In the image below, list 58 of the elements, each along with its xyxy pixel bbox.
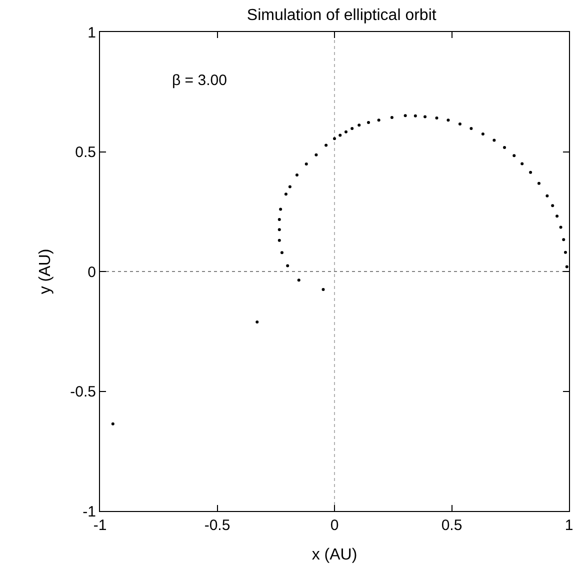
point [344,130,348,134]
point [390,116,394,119]
point [256,320,259,324]
point [435,116,438,120]
x-tick-label: -0.5 [204,517,230,534]
point [565,265,568,268]
point [278,228,281,232]
y-axis-title: y (AU) [37,248,54,294]
point [546,194,549,198]
point [304,162,308,166]
point [286,264,290,268]
point [367,121,370,124]
point [278,238,281,242]
point [288,185,292,188]
point [358,124,361,127]
annotation: β = 3.00 [172,72,227,89]
point [520,162,524,166]
x-axis-title: x (AU) [312,546,358,564]
point [404,114,407,118]
y-tick-label: 1 [88,24,96,42]
chart-title: Simulation of elliptical orbit [246,6,437,24]
x-tick-label: 0 [330,517,339,534]
point [481,132,484,136]
x-tick-label: 0.5 [441,517,462,534]
point [564,250,567,254]
point [492,138,496,142]
point [537,182,540,185]
point [338,134,342,137]
x-tick-label: 1 [564,517,574,534]
point [279,208,282,211]
point [446,118,450,122]
point [377,118,380,122]
point [470,127,473,130]
point [280,251,284,254]
point [314,153,318,156]
point [295,173,298,176]
point [297,278,300,282]
point [414,114,417,118]
point [529,170,532,174]
point [458,122,462,126]
point [424,115,427,118]
point [333,137,336,140]
y-tick-label: -0.5 [70,384,96,400]
point [324,144,328,147]
point [322,288,325,291]
point [284,192,288,196]
point [512,154,516,158]
point [559,226,562,229]
point [111,422,114,426]
point [551,204,554,208]
point [278,218,281,222]
y-tick-label: 0 [88,264,96,281]
point [350,127,354,130]
point [503,146,506,149]
point [562,238,566,242]
y-tick-label: -1 [82,503,96,520]
point [556,214,559,218]
y-tick-label: 0.5 [75,144,96,161]
